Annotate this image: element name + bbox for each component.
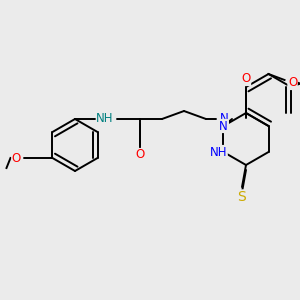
Text: N: N [219, 119, 228, 133]
Text: NH: NH [96, 112, 114, 125]
Text: O: O [242, 73, 250, 85]
Text: N: N [220, 112, 228, 125]
Text: O: O [288, 76, 297, 89]
Text: S: S [238, 190, 246, 204]
Text: O: O [12, 152, 21, 164]
Text: NH: NH [210, 146, 227, 158]
Text: O: O [135, 148, 145, 161]
